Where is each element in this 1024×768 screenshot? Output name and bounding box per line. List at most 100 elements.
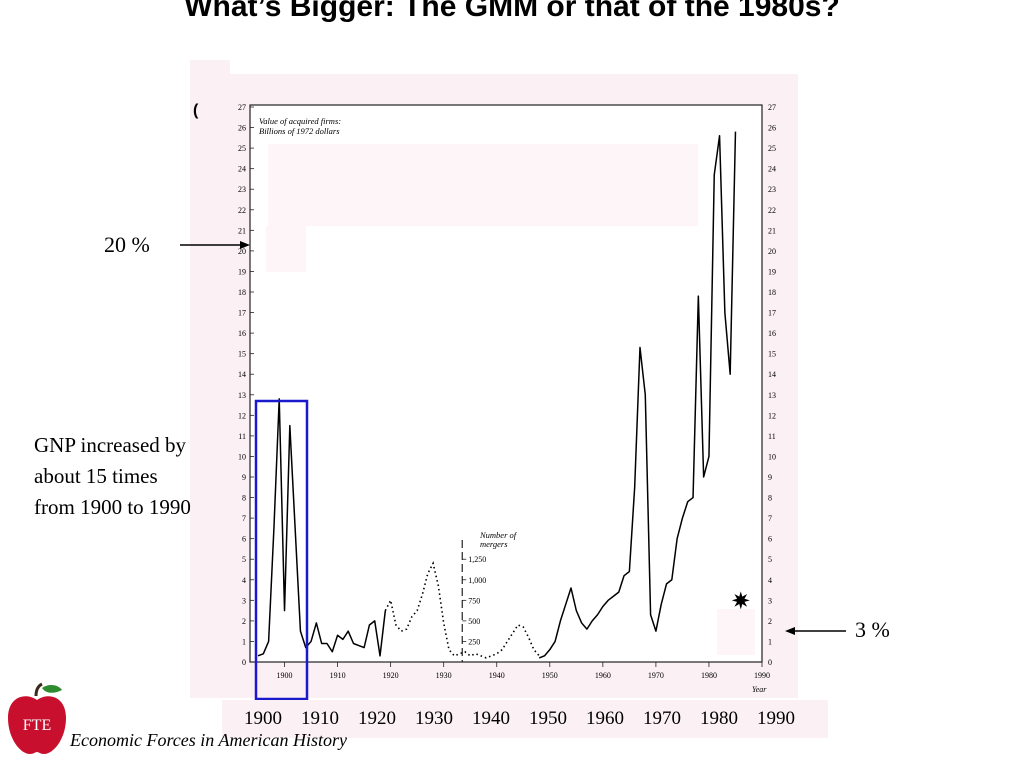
y-tick-label-left: 1 [242,637,246,646]
y-tick-label-right: 18 [768,288,776,297]
y-tick-label-right: 7 [768,514,772,523]
decade-label: 1960 [586,708,624,729]
y-tick-label-left: 3 [242,596,246,605]
logo-text: FTE [23,717,51,734]
mergers-tick-label: 250 [468,637,480,646]
y-tick-label-left: 13 [238,391,246,400]
y-tick-label-left: 8 [242,494,246,503]
left-arrow-head [240,241,250,249]
x-tick-label: 1980 [701,671,717,680]
y-tick-label-left: 4 [242,576,246,585]
footer-text: Economic Forces in American History [70,730,347,750]
mergers-tick-label: 1,250 [468,555,486,564]
marker-burst [731,591,750,610]
y-tick-label-right: 1 [768,637,772,646]
y-tick-label-left: 23 [238,185,246,194]
x-tick-label: 1970 [648,671,664,680]
top-left-corner-glyph: ( [193,102,199,119]
y-tick-label-right: 22 [768,206,776,215]
mergers-tick-label: 500 [468,617,480,626]
x-tick-label: 1900 [277,671,293,680]
decade-label: 1920 [358,708,396,729]
y-tick-label-right: 23 [768,185,776,194]
y-tick-label-left: 19 [238,267,246,276]
fte-apple-logo: FTE [8,682,66,754]
slide-title: What’s Bigger: The GMM or that of the 19… [184,0,840,23]
x-tick-label: 1960 [595,671,611,680]
y-tick-label-left: 24 [238,165,246,174]
y-tick-label-left: 25 [238,144,246,153]
series-line-mergers [384,561,540,659]
series-layer [257,131,750,659]
decade-label: 1950 [529,708,567,729]
x-tick-label: 1930 [436,671,452,680]
left-marker-label: 20 % [104,232,150,257]
y-tick-label-left: 14 [238,370,246,379]
y-tick-label-right: 25 [768,144,776,153]
y-tick-label-left: 2 [242,617,246,626]
y-tick-label-right: 11 [768,432,776,441]
x-axis: 1900 1910 1920 1930 1940 1950 1960 1970 1980 1990 [277,662,770,680]
label-patch-side [266,226,306,272]
y-tick-label-right: 16 [768,329,776,338]
y-tick-label-left: 11 [238,432,246,441]
series-line-value [257,398,387,657]
y-tick-label-left: 20 [238,247,246,256]
y-tick-label-right: 19 [768,267,776,276]
y-tick-label-right: 5 [768,555,772,564]
decade-label: 1980 [700,708,738,729]
y-tick-label-left: 15 [238,350,246,359]
decade-label: 1930 [415,708,453,729]
y-tick-label-left: 16 [238,329,246,338]
y-tick-label-right: 14 [768,370,776,379]
y-axis-right: 0123456789101112131415161718192021222324… [768,103,776,667]
y-tick-label-right: 8 [768,494,772,503]
decade-label: 1910 [301,708,339,729]
y-tick-label-right: 20 [768,247,776,256]
y-tick-label-left: 5 [242,555,246,564]
x-tick-label: 1990 [754,671,770,680]
y-tick-label-left: 12 [238,411,246,420]
y-tick-label-left: 18 [238,288,246,297]
x-tick-label: 1950 [542,671,558,680]
y-tick-label-right: 24 [768,165,776,174]
chart-background-tab [190,60,230,80]
apple-leaf [42,684,62,693]
y-tick-label-left: 21 [238,226,246,235]
x-tick-label: 1910 [330,671,346,680]
y-tick-label-right: 15 [768,350,776,359]
x-tick-label: 1940 [489,671,505,680]
decade-label-row: 1900 1910 1920 1930 1940 1950 1960 1970 … [222,700,828,738]
y-tick-label-left: 22 [238,206,246,215]
right-arrow-head [785,627,795,635]
inner-label-line1: Value of acquired firms: [259,116,341,126]
decade-label: 1990 [757,708,795,729]
y-tick-label-left: 7 [242,514,246,523]
y-tick-label-right: 10 [768,452,776,461]
decade-label: 1940 [472,708,510,729]
y-tick-label-right: 27 [768,103,776,112]
y-tick-label-right: 26 [768,124,776,133]
y-tick-label-left: 27 [238,103,246,112]
apple-stem [34,682,43,697]
y-tick-label-right: 2 [768,617,772,626]
label-patch-top [268,144,698,226]
x-tick-label: 1920 [383,671,399,680]
label-patch-right [717,609,755,655]
y-tick-label-right: 4 [768,576,772,585]
mergers-label-line1: Number of [479,530,518,540]
mergers-tick-label: 1,000 [468,576,486,585]
y-tick-label-left: 6 [242,535,246,544]
y-tick-label-left: 26 [238,124,246,133]
decade-label: 1970 [643,708,681,729]
mergers-scale: 250 500 750 1,000 1,250 [461,540,486,662]
y-tick-label-left: 10 [238,452,246,461]
y-tick-label-right: 17 [768,309,776,318]
y-tick-label-right: 3 [768,596,772,605]
gnp-note: GNP increased by about 15 times from 190… [34,433,191,519]
right-marker-label: 3 % [855,617,890,642]
mergers-label-line2: mergers [480,539,508,549]
y-tick-label-right: 13 [768,391,776,400]
decade-label: 1900 [244,708,282,729]
